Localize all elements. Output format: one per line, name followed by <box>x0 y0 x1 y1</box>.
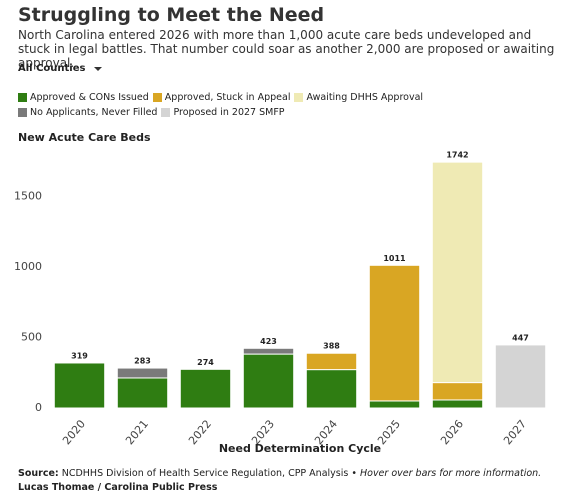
value-label: 423 <box>260 337 277 346</box>
bar-segment[interactable] <box>305 369 358 409</box>
legend-label: Awaiting DHHS Approval <box>306 92 424 103</box>
bar-segment[interactable] <box>368 400 421 409</box>
bar-segment[interactable] <box>179 368 232 409</box>
title: Struggling to Meet the Need <box>18 4 325 26</box>
legend-item: Approved, Stuck in Appeal <box>152 92 291 103</box>
legend-swatch <box>18 108 27 117</box>
legend-swatch <box>18 93 27 102</box>
legend-item: Awaiting DHHS Approval <box>294 92 423 103</box>
source: Source: NCDHHS Division of Health Servic… <box>18 468 541 479</box>
legend-swatch <box>294 93 304 102</box>
y-axis-title: New Acute Care Beds <box>18 131 151 144</box>
note: • Hover over bars for more information. <box>351 468 542 479</box>
x-tick-label: 2027 <box>501 418 529 448</box>
legend-label: Proposed in 2027 SMFP <box>173 107 285 118</box>
legend-swatch <box>161 108 171 117</box>
value-label: 1011 <box>383 254 406 263</box>
y-tick-label: 1500 <box>14 189 42 202</box>
x-tick-label: 2020 <box>60 418 88 448</box>
bar-segment[interactable] <box>431 399 484 409</box>
x-tick-label: 2022 <box>186 418 214 448</box>
bar-segment[interactable] <box>431 382 484 401</box>
bar-segment[interactable] <box>368 264 421 402</box>
legend-label: Approved, Stuck in Appeal <box>164 92 291 103</box>
bar-segment[interactable] <box>53 362 106 409</box>
value-label: 447 <box>512 333 529 342</box>
x-tick-label: 2021 <box>123 418 151 448</box>
legend: Approved & CONs Issued Approved, Stuck in… <box>18 92 538 118</box>
bar-segment[interactable] <box>242 347 295 355</box>
bar-segment[interactable] <box>494 344 547 409</box>
value-label: 388 <box>323 342 340 351</box>
legend-item: Proposed in 2027 SMFP <box>161 107 285 118</box>
bar-segment[interactable] <box>305 352 358 371</box>
bar-segment[interactable] <box>116 377 169 409</box>
credit: Lucas Thomae / Carolina Public Press <box>18 482 218 493</box>
legend-label: No Applicants, Never Filled <box>30 107 158 118</box>
source-label: Source: <box>18 468 59 479</box>
legend-item: Approved & CONs Issued <box>18 92 149 103</box>
value-label: 283 <box>134 357 151 366</box>
value-label: 274 <box>197 358 214 367</box>
x-axis-title: Need Determination Cycle <box>219 442 381 455</box>
value-label: 319 <box>71 351 88 360</box>
legend-item: No Applicants, Never Filled <box>18 107 157 118</box>
y-tick-label: 500 <box>21 330 42 343</box>
county-dropdown[interactable]: All Counties <box>18 63 102 74</box>
source-text: NCDHHS Division of Health Service Regula… <box>61 468 349 479</box>
bar-segment[interactable] <box>431 161 484 384</box>
subtitle: North Carolina entered 2026 with more th… <box>18 28 555 70</box>
value-label: 1742 <box>446 151 468 160</box>
y-tick-label: 1000 <box>14 260 42 273</box>
legend-swatch <box>152 93 162 102</box>
bar-segment[interactable] <box>116 367 169 379</box>
bar-segment[interactable] <box>242 353 295 409</box>
x-tick-label: 2026 <box>438 418 466 448</box>
y-tick-label: 0 <box>35 401 42 414</box>
legend-label: Approved & CONs Issued <box>30 92 149 103</box>
